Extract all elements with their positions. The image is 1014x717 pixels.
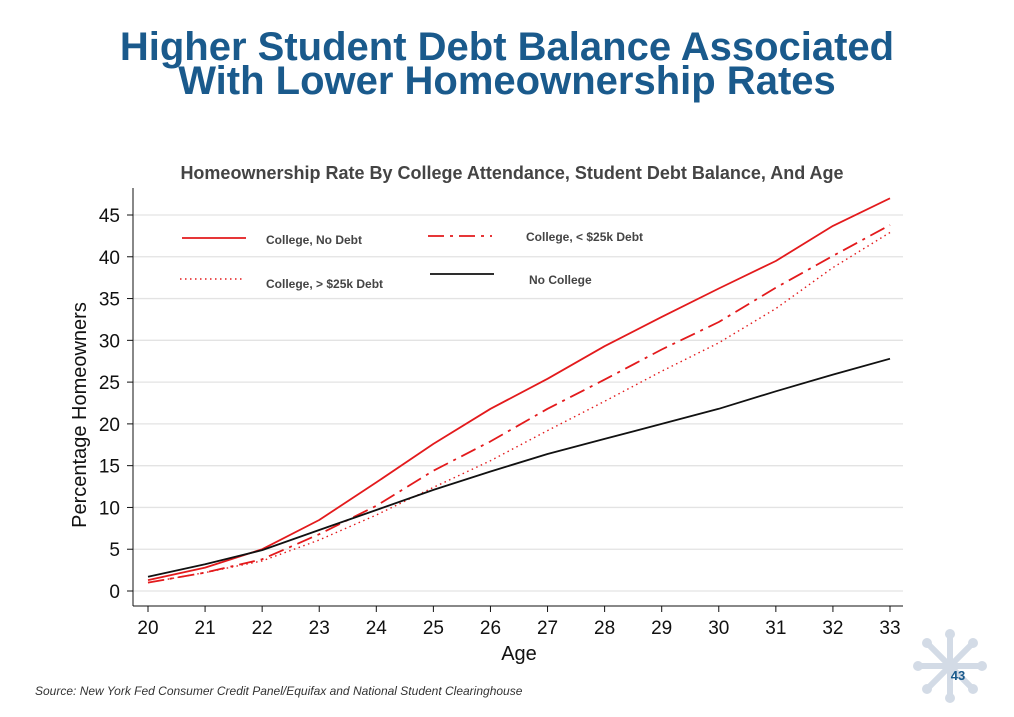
x-tick-label: 23 (309, 618, 330, 639)
x-tick-label: 30 (708, 618, 729, 639)
line-chart: Homeownership Rate By College Attendance… (69, 163, 903, 665)
x-tick-label: 33 (879, 618, 900, 639)
source-note: Source: New York Fed Consumer Credit Pan… (35, 684, 523, 698)
y-tick-label: 15 (99, 457, 120, 478)
y-tick-label: 10 (99, 498, 120, 519)
series-line-1 (147, 197, 891, 581)
legend-label-4: No College (529, 273, 592, 287)
x-tick-label: 32 (822, 618, 843, 639)
x-tick-label: 28 (594, 618, 615, 639)
series-layer (147, 197, 891, 584)
legend-label-3: College, > $25k Debt (266, 277, 383, 291)
y-tick-label: 45 (99, 206, 120, 227)
y-tick-label: 5 (109, 540, 120, 561)
axes: 0 5 10 15 20 25 30 35 40 45 20 21 22 23 24 25 26 27 28 29 30… (99, 188, 903, 639)
x-tick-label: 25 (423, 618, 444, 639)
series-line-4 (147, 357, 891, 578)
x-tick-label: 27 (537, 618, 558, 639)
series-line-3 (147, 231, 891, 584)
y-tick-label: 35 (99, 290, 120, 311)
series-line-2 (147, 224, 891, 584)
y-tick-label: 30 (99, 331, 120, 352)
x-tick-label: 31 (765, 618, 786, 639)
legend: College, No Debt College, < $25k Debt Coll… (180, 230, 643, 291)
y-tick-label: 20 (99, 415, 120, 436)
slide-title: Higher Student Debt Balance Associated W… (0, 25, 1014, 103)
chart-title: Homeownership Rate By College Attendance… (180, 163, 843, 183)
x-tick-label: 26 (480, 618, 501, 639)
x-axis-label: Age (501, 643, 537, 665)
page-number: 43 (950, 668, 966, 683)
x-tick-label: 29 (651, 618, 672, 639)
x-tick-label: 21 (195, 618, 216, 639)
slide-title-line-2: With Lower Homeownership Rates (178, 59, 836, 103)
legend-label-1: College, No Debt (266, 233, 362, 247)
x-tick-label: 24 (366, 618, 388, 639)
grid-lines (133, 214, 903, 592)
y-tick-label: 25 (99, 373, 120, 394)
legend-label-2: College, < $25k Debt (526, 230, 643, 244)
y-tick-label: 0 (109, 582, 120, 603)
x-tick-label: 22 (252, 618, 273, 639)
y-tick-label: 40 (99, 248, 120, 269)
y-axis-label: Percentage Homeowners (69, 302, 91, 528)
slide-title-line-1: Higher Student Debt Balance Associated (119, 25, 895, 69)
fed-logo-icon (913, 629, 987, 703)
x-tick-label: 20 (137, 618, 158, 639)
